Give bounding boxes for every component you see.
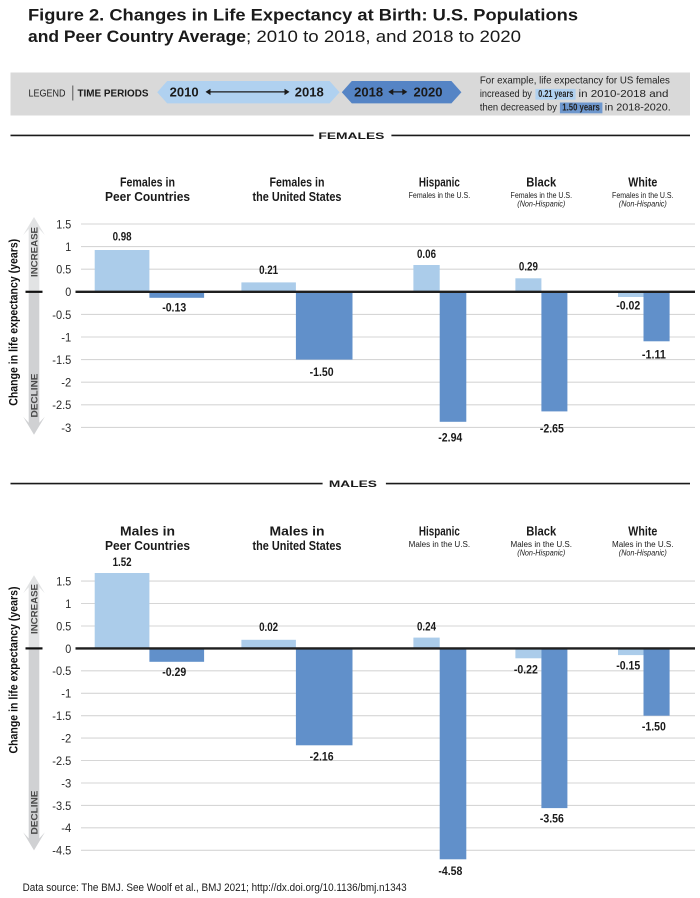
svg-text:-1: -1 <box>61 330 71 344</box>
svg-text:Males in the U.S.: Males in the U.S. <box>511 540 573 549</box>
svg-text:-1.5: -1.5 <box>52 709 71 723</box>
svg-text:-1: -1 <box>61 687 71 701</box>
svg-text:DECLINE: DECLINE <box>29 791 40 835</box>
svg-text:White: White <box>628 175 657 189</box>
svg-text:0.98: 0.98 <box>113 230 132 244</box>
svg-text:-0.5: -0.5 <box>52 308 71 322</box>
svg-text:Hispanic: Hispanic <box>419 175 460 189</box>
svg-text:Males in: Males in <box>270 524 325 538</box>
svg-text:2018: 2018 <box>354 84 383 99</box>
svg-text:For example, life expectancy f: For example, life expectancy for US fema… <box>480 75 670 86</box>
svg-text:-2.16: -2.16 <box>310 750 334 764</box>
svg-text:Females in the U.S.: Females in the U.S. <box>612 191 674 200</box>
svg-text:(Non-Hispanic): (Non-Hispanic) <box>517 549 565 558</box>
svg-text:-0.29: -0.29 <box>162 665 186 679</box>
svg-text:-4.58: -4.58 <box>438 864 462 878</box>
svg-text:(Non-Hispanic): (Non-Hispanic) <box>619 200 667 209</box>
svg-text:0.06: 0.06 <box>417 247 436 261</box>
svg-text:and Peer Country Average; 2010: and Peer Country Average; 2010 to 2018, … <box>28 28 521 46</box>
svg-text:-2: -2 <box>61 732 71 746</box>
svg-text:Males in the U.S.: Males in the U.S. <box>612 540 674 549</box>
svg-text:-1.50: -1.50 <box>310 365 334 379</box>
svg-text:2020: 2020 <box>414 84 443 99</box>
svg-text:in 2010-2018 and: in 2010-2018 and <box>579 89 669 100</box>
svg-text:MALES: MALES <box>329 479 377 490</box>
svg-text:Males in: Males in <box>120 524 175 538</box>
svg-text:White: White <box>628 524 657 538</box>
svg-text:FEMALES: FEMALES <box>318 131 384 142</box>
svg-text:2010: 2010 <box>170 84 199 99</box>
svg-text:0.02: 0.02 <box>259 620 278 634</box>
svg-text:-0.13: -0.13 <box>162 300 186 314</box>
svg-text:0.24: 0.24 <box>417 619 436 633</box>
svg-text:Peer Countries: Peer Countries <box>105 190 190 204</box>
svg-text:TIME PERIODS: TIME PERIODS <box>78 87 149 99</box>
svg-text:Figure 2. Changes in Life Expe: Figure 2. Changes in Life Expectancy at … <box>28 6 578 24</box>
svg-text:Females in the U.S.: Females in the U.S. <box>409 191 471 200</box>
svg-text:-1.50: -1.50 <box>642 720 666 734</box>
svg-text:Black: Black <box>526 524 556 538</box>
svg-text:Males in the U.S.: Males in the U.S. <box>409 540 471 549</box>
svg-text:Data source: The BMJ. See Wool: Data source: The BMJ. See Woolf et al., … <box>23 882 407 894</box>
svg-text:1: 1 <box>65 240 71 254</box>
svg-text:Females in the U.S.: Females in the U.S. <box>511 191 573 200</box>
svg-text:2018: 2018 <box>295 84 324 99</box>
svg-text:(Non-Hispanic): (Non-Hispanic) <box>517 200 565 209</box>
svg-text:0.21: 0.21 <box>259 263 278 277</box>
svg-text:-1.11: -1.11 <box>642 348 666 362</box>
svg-text:then decreased by: then decreased by <box>480 102 558 113</box>
svg-text:-2.65: -2.65 <box>540 422 564 436</box>
svg-text:the United States: the United States <box>253 190 342 204</box>
svg-text:Hispanic: Hispanic <box>419 524 460 538</box>
svg-text:-4.5: -4.5 <box>52 844 71 858</box>
svg-text:the United States: the United States <box>253 539 342 553</box>
svg-text:increased by: increased by <box>480 89 533 100</box>
svg-text:-2.94: -2.94 <box>438 430 462 444</box>
svg-text:-2: -2 <box>61 376 71 390</box>
svg-text:-3: -3 <box>61 776 71 790</box>
svg-text:-4: -4 <box>61 821 71 835</box>
svg-text:1.5: 1.5 <box>56 217 71 231</box>
svg-text:Females in: Females in <box>120 175 175 189</box>
svg-text:0.21 years: 0.21 years <box>538 89 573 100</box>
svg-text:LEGEND: LEGEND <box>29 88 66 99</box>
svg-text:0.5: 0.5 <box>56 619 71 633</box>
svg-text:Change in life expectancy (yea: Change in life expectancy (years) <box>7 587 21 754</box>
svg-text:0: 0 <box>65 285 71 299</box>
svg-text:in 2018-2020.: in 2018-2020. <box>605 102 671 113</box>
svg-text:-0.5: -0.5 <box>52 664 71 678</box>
svg-text:1.5: 1.5 <box>56 575 71 589</box>
svg-text:1.50 years: 1.50 years <box>562 102 600 113</box>
svg-text:Peer Countries: Peer Countries <box>105 539 190 553</box>
svg-text:1: 1 <box>65 597 71 611</box>
svg-text:-0.15: -0.15 <box>616 659 640 673</box>
svg-text:-3.56: -3.56 <box>540 812 564 826</box>
svg-text:-1.5: -1.5 <box>52 353 71 367</box>
svg-text:0.5: 0.5 <box>56 263 71 277</box>
svg-text:DECLINE: DECLINE <box>29 374 40 418</box>
svg-text:Change in life expectancy (yea: Change in life expectancy (years) <box>7 239 21 406</box>
svg-text:-0.22: -0.22 <box>514 663 538 677</box>
svg-text:-2.5: -2.5 <box>52 754 71 768</box>
svg-text:Females in: Females in <box>270 175 325 189</box>
svg-text:-0.02: -0.02 <box>616 298 640 312</box>
svg-text:INCREASE: INCREASE <box>29 227 40 277</box>
svg-text:0.29: 0.29 <box>519 260 538 274</box>
svg-text:INCREASE: INCREASE <box>29 584 40 634</box>
svg-text:0: 0 <box>65 642 71 656</box>
svg-text:-3.5: -3.5 <box>52 799 71 813</box>
svg-text:-3: -3 <box>61 421 71 435</box>
svg-text:-2.5: -2.5 <box>52 398 71 412</box>
svg-text:(Non-Hispanic): (Non-Hispanic) <box>619 549 667 558</box>
svg-text:1.52: 1.52 <box>113 555 132 569</box>
svg-text:Black: Black <box>526 175 556 189</box>
